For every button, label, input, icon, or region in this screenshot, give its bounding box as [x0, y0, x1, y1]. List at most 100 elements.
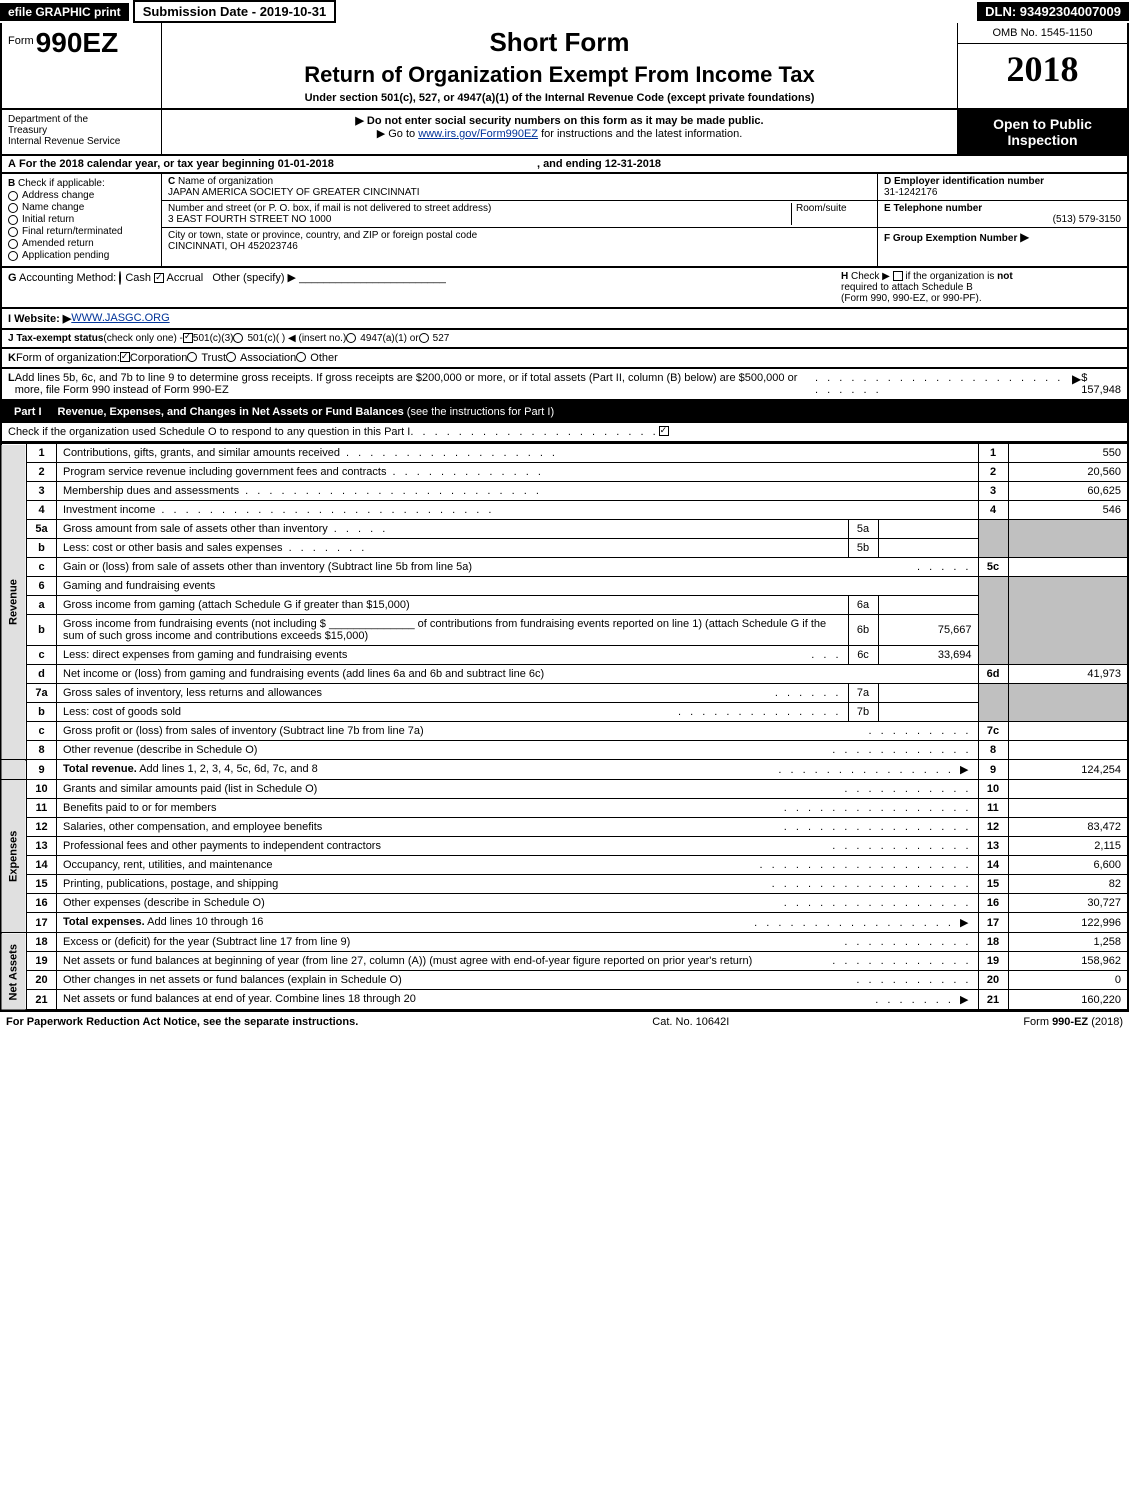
- checkbox-other-org[interactable]: [296, 352, 306, 362]
- org-city: CINCINNATI, OH 452023746: [168, 241, 298, 252]
- table-row: 20 Other changes in net assets or fund b…: [1, 971, 1128, 990]
- checkbox-initial-return[interactable]: [8, 215, 18, 225]
- return-title: Return of Organization Exempt From Incom…: [166, 62, 953, 88]
- line-val: [1008, 799, 1128, 818]
- section-g: G Accounting Method: Cash Accrual Other …: [8, 271, 841, 304]
- checkbox-trust[interactable]: [187, 352, 197, 362]
- line-col: 14: [978, 856, 1008, 875]
- line-num: c: [27, 646, 57, 665]
- line-num: b: [27, 703, 57, 722]
- checkbox-association[interactable]: [226, 352, 236, 362]
- open-to-public-box: Open to Public Inspection: [957, 110, 1127, 154]
- checkbox-corporation[interactable]: [120, 352, 130, 362]
- checkbox-schedule-b[interactable]: [893, 271, 903, 281]
- line-num: 5a: [27, 520, 57, 539]
- table-row: a Gross income from gaming (attach Sched…: [1, 596, 1128, 615]
- k-corp: Corporation: [130, 352, 187, 364]
- section-a-text: For the 2018 calendar year, or tax year …: [19, 158, 334, 170]
- inner-num: 6c: [848, 646, 878, 665]
- table-row: 19 Net assets or fund balances at beginn…: [1, 952, 1128, 971]
- line-num: 18: [27, 933, 57, 952]
- checkbox-527[interactable]: [419, 333, 429, 343]
- h-label: H: [841, 271, 848, 282]
- line-val: 546: [1008, 501, 1128, 520]
- table-row: Revenue 1 Contributions, gifts, grants, …: [1, 444, 1128, 463]
- line-num: 3: [27, 482, 57, 501]
- line-num: 1: [27, 444, 57, 463]
- line-desc: Less: direct expenses from gaming and fu…: [57, 646, 849, 665]
- line-desc: Other expenses (describe in Schedule O) …: [57, 894, 979, 913]
- checkbox-schedule-o[interactable]: [659, 426, 669, 436]
- checkbox-final-return[interactable]: [8, 227, 18, 237]
- line-val: 158,962: [1008, 952, 1128, 971]
- line-num: 10: [27, 780, 57, 799]
- line-num: b: [27, 615, 57, 646]
- checkbox-application-pending[interactable]: [8, 251, 18, 261]
- irs-link[interactable]: www.irs.gov/Form990EZ: [418, 128, 538, 140]
- checkbox-cash[interactable]: [119, 271, 121, 285]
- line-desc: Professional fees and other payments to …: [57, 837, 979, 856]
- c-name-label: Name of organization: [178, 176, 273, 187]
- section-a: A For the 2018 calendar year, or tax yea…: [0, 156, 1129, 174]
- table-row: c Less: direct expenses from gaming and …: [1, 646, 1128, 665]
- checkbox-501c3[interactable]: [183, 333, 193, 343]
- table-row: 17 Total expenses. Add lines 10 through …: [1, 913, 1128, 933]
- checkbox-name-change[interactable]: [8, 203, 18, 213]
- ein-value: 31-1242176: [884, 187, 937, 198]
- line-desc: Other revenue (describe in Schedule O) .…: [57, 741, 979, 760]
- line-val: 550: [1008, 444, 1128, 463]
- inner-num: 7b: [848, 703, 878, 722]
- omb-number: OMB No. 1545-1150: [958, 23, 1127, 44]
- line-val: 82: [1008, 875, 1128, 894]
- table-row: Expenses 10 Grants and similar amounts p…: [1, 780, 1128, 799]
- line-col: 15: [978, 875, 1008, 894]
- table-row: 7a Gross sales of inventory, less return…: [1, 684, 1128, 703]
- l-label: L: [8, 372, 15, 396]
- cb-label-0: Address change: [22, 190, 94, 201]
- h-text2: if the organization is: [905, 271, 994, 282]
- k-trust: Trust: [201, 352, 226, 364]
- line-col: 18: [978, 933, 1008, 952]
- org-name: JAPAN AMERICA SOCIETY OF GREATER CINCINN…: [168, 187, 420, 198]
- line-desc: Gross income from fundraising events (no…: [57, 615, 849, 646]
- line-num: a: [27, 596, 57, 615]
- table-row: 14 Occupancy, rent, utilities, and maint…: [1, 856, 1128, 875]
- checkbox-amended-return[interactable]: [8, 239, 18, 249]
- open-public-label: Open to Public: [964, 116, 1121, 132]
- goto-link-line: ▶ Go to www.irs.gov/Form990EZ for instru…: [166, 127, 953, 140]
- checkbox-4947[interactable]: [346, 333, 356, 343]
- line-num: 17: [27, 913, 57, 933]
- line-num: 9: [27, 760, 57, 780]
- line-num: 20: [27, 971, 57, 990]
- line-desc: Gaming and fundraising events: [57, 577, 979, 596]
- line-desc: Gross amount from sale of assets other t…: [57, 520, 849, 539]
- cb-label-4: Amended return: [22, 238, 94, 249]
- checkbox-address-change[interactable]: [8, 191, 18, 201]
- line-val: [1008, 558, 1128, 577]
- website-link[interactable]: WWW.JASGC.ORG: [71, 312, 169, 325]
- line-desc: Net assets or fund balances at end of ye…: [57, 990, 979, 1011]
- inner-val: 75,667: [878, 615, 978, 646]
- dln-label: DLN: 93492304007009: [977, 2, 1129, 21]
- checkbox-501c[interactable]: [233, 333, 243, 343]
- table-row: 16 Other expenses (describe in Schedule …: [1, 894, 1128, 913]
- line-desc: Membership dues and assessments . . . . …: [57, 482, 979, 501]
- c-addr-label: Number and street (or P. O. box, if mail…: [168, 203, 491, 214]
- submission-date: Submission Date - 2019-10-31: [133, 0, 337, 23]
- inner-num: 7a: [848, 684, 878, 703]
- line-num: 4: [27, 501, 57, 520]
- line-desc: Grants and similar amounts paid (list in…: [57, 780, 979, 799]
- line-col: 1: [978, 444, 1008, 463]
- inner-num: 5a: [848, 520, 878, 539]
- line-col: 16: [978, 894, 1008, 913]
- line-val: [1008, 741, 1128, 760]
- line-val: 83,472: [1008, 818, 1128, 837]
- efile-print-button[interactable]: efile GRAPHIC print: [0, 3, 129, 21]
- checkbox-accrual[interactable]: [154, 273, 164, 283]
- cb-label-2: Initial return: [22, 214, 74, 225]
- h-text3: required to attach Schedule B: [841, 282, 973, 293]
- table-row: 5a Gross amount from sale of assets othe…: [1, 520, 1128, 539]
- top-bar: efile GRAPHIC print Submission Date - 20…: [0, 0, 1129, 23]
- line-desc: Gain or (loss) from sale of assets other…: [57, 558, 979, 577]
- table-row: d Net income or (loss) from gaming and f…: [1, 665, 1128, 684]
